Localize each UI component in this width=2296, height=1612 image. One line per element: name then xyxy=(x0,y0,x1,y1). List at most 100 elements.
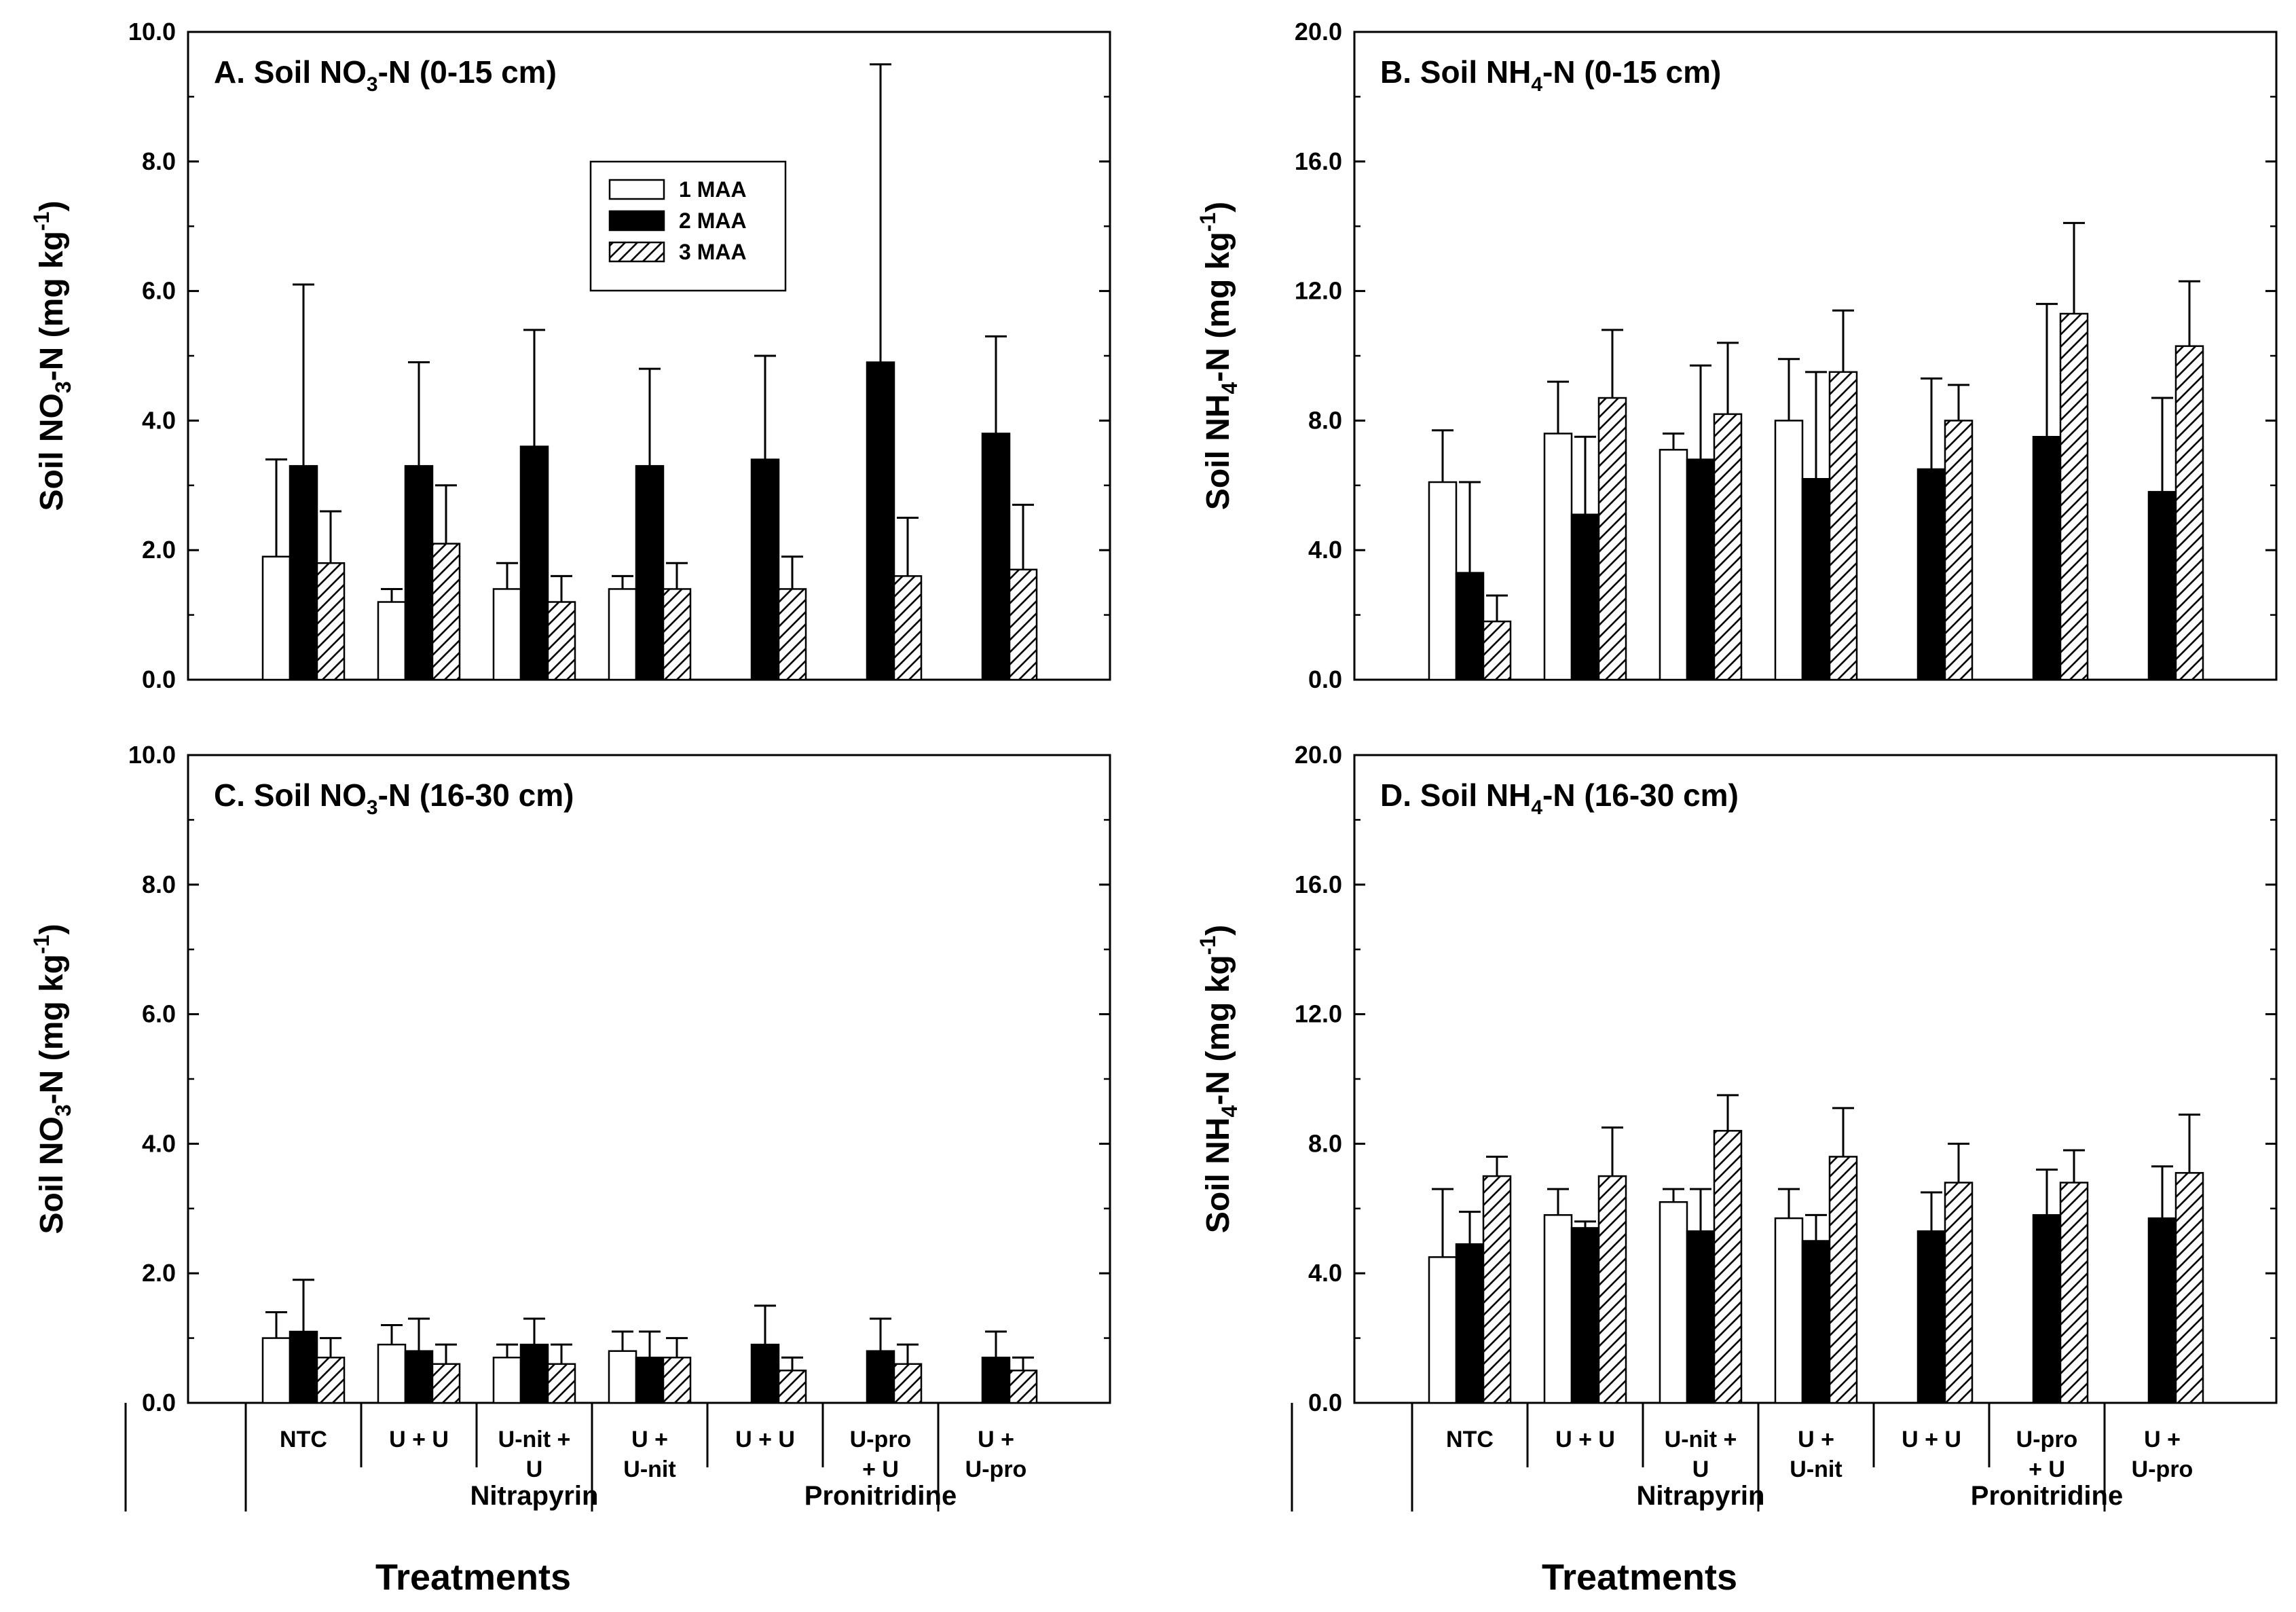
bar-1-maa xyxy=(492,588,522,681)
y-tick-label: 16.0 xyxy=(1295,871,1342,898)
y-tick-label: 6.0 xyxy=(142,1000,176,1028)
bar-3-maa xyxy=(316,1356,346,1404)
panel-C: 0.0 2.0 4.0 6.0 8.0 10.0 C. Soil NO3-N (16-30 … xyxy=(29,741,1111,1598)
bar-2-maa xyxy=(981,433,1011,681)
y-axis-label: Soil NH4-N (mg kg-1) xyxy=(1196,202,1242,510)
category-label: U + U xyxy=(389,1427,449,1452)
x-axis-title: Treatments xyxy=(375,1557,571,1598)
y-tick-label: 0.0 xyxy=(142,1389,176,1416)
bar-3-maa xyxy=(2059,312,2089,681)
legend-swatch xyxy=(608,241,665,263)
y-tick-label: 8.0 xyxy=(142,871,176,898)
category-label: U-nit + U xyxy=(498,1427,571,1482)
bar-3-maa xyxy=(1713,413,1743,681)
bar-3-maa xyxy=(2174,1172,2204,1404)
y-tick-label: 4.0 xyxy=(142,406,176,434)
bar-3-maa xyxy=(662,588,692,681)
bar-3-maa xyxy=(431,543,461,681)
x-axis-title: Treatments xyxy=(1542,1557,1737,1598)
y-tick-label: 10.0 xyxy=(128,741,176,769)
bar-2-maa xyxy=(1570,513,1600,681)
bar-2-maa xyxy=(750,1343,780,1404)
category-label: U + U xyxy=(1555,1427,1615,1452)
bar-2-maa xyxy=(635,1356,665,1404)
bar-2-maa xyxy=(1801,478,1831,681)
bar-1-maa xyxy=(1659,1201,1688,1404)
y-tick-label: 12.0 xyxy=(1295,1000,1342,1028)
category-label: U + U xyxy=(735,1427,795,1452)
plot-frame xyxy=(187,754,1111,1404)
bar-3-maa xyxy=(1944,420,1974,681)
y-axis-label: Soil NO3-N (mg kg-1) xyxy=(29,924,75,1234)
bar-1-maa xyxy=(608,1350,637,1404)
bar-2-maa xyxy=(404,464,434,681)
panel-title: C. Soil NO3-N (16-30 cm) xyxy=(214,777,574,819)
bar-3-maa xyxy=(662,1356,692,1404)
bar-3-maa xyxy=(1713,1130,1743,1404)
bar-2-maa xyxy=(2032,1214,2062,1404)
legend-label: 3 MAA xyxy=(679,240,747,264)
bar-1-maa xyxy=(492,1356,522,1404)
y-tick-label: 10.0 xyxy=(128,18,176,45)
y-tick-label: 8.0 xyxy=(142,147,176,175)
y-tick-label: 4.0 xyxy=(1308,536,1342,564)
group-label-nitrapyrin: Nitrapyrin xyxy=(1637,1481,1765,1511)
category-label: U + U xyxy=(1902,1427,1961,1452)
bar-2-maa xyxy=(1455,1243,1485,1404)
legend-swatch xyxy=(608,179,665,200)
bar-3-maa xyxy=(893,575,923,681)
bar-2-maa xyxy=(1686,1230,1716,1404)
group-label-pronitridine: Pronitridine xyxy=(1971,1481,2123,1511)
y-axis-label: Soil NO3-N (mg kg-1) xyxy=(29,201,75,511)
y-tick-label: 2.0 xyxy=(142,536,176,564)
panel-title: A. Soil NO3-N (0-15 cm) xyxy=(214,54,557,96)
panel-A: 0.0 2.0 4.0 6.0 8.0 10.0 A. Soil NO3-N (0-15 c… xyxy=(29,18,1111,693)
bar-1-maa xyxy=(1774,1217,1804,1404)
panels: 0.0 2.0 4.0 6.0 8.0 10.0 A. Soil NO3-N (0-15 c… xyxy=(29,18,2278,1598)
bar-2-maa xyxy=(289,1330,318,1404)
y-tick-label: 0.0 xyxy=(1308,1389,1342,1416)
y-tick-label: 20.0 xyxy=(1295,741,1342,769)
y-tick-label: 8.0 xyxy=(1308,406,1342,434)
bar-2-maa xyxy=(2032,436,2062,681)
category-label: U-nit + U xyxy=(1665,1427,1737,1482)
y-tick-label: 0.0 xyxy=(1308,665,1342,693)
category-label: U-pro + U xyxy=(2016,1427,2078,1482)
bar-1-maa xyxy=(1428,481,1458,681)
bar-2-maa xyxy=(519,1343,549,1404)
category-label: U-pro + U xyxy=(850,1427,912,1482)
bar-2-maa xyxy=(289,464,318,681)
bar-3-maa xyxy=(1008,1370,1038,1404)
bar-2-maa xyxy=(750,458,780,681)
bar-3-maa xyxy=(2174,345,2204,681)
legend-label: 2 MAA xyxy=(679,208,747,233)
bar-1-maa xyxy=(608,588,637,681)
y-tick-label: 16.0 xyxy=(1295,147,1342,175)
legend-swatch xyxy=(608,210,665,232)
panel-D: 0.0 4.0 8.0 12.0 16.0 20.0 D. Soil NH4-N (16-3… xyxy=(1196,741,2278,1598)
bar-3-maa xyxy=(1828,371,1858,681)
bar-2-maa xyxy=(1686,458,1716,681)
bar-3-maa xyxy=(893,1363,923,1404)
bar-1-maa xyxy=(261,1337,291,1404)
category-label: U + U-nit xyxy=(623,1427,675,1482)
category-label: U + U-pro xyxy=(2132,1427,2193,1482)
bar-1-maa xyxy=(1428,1256,1458,1404)
bar-1-maa xyxy=(377,1343,407,1404)
bar-3-maa xyxy=(1597,1175,1627,1404)
bar-3-maa xyxy=(1482,620,1512,681)
y-tick-label: 8.0 xyxy=(1308,1129,1342,1157)
y-tick-label: 2.0 xyxy=(142,1259,176,1287)
bar-1-maa xyxy=(1774,420,1804,681)
bar-2-maa xyxy=(866,361,895,681)
bar-3-maa xyxy=(547,1363,576,1404)
bar-3-maa xyxy=(431,1363,461,1404)
bar-2-maa xyxy=(404,1350,434,1404)
bar-3-maa xyxy=(1597,397,1627,681)
legend-label: 1 MAA xyxy=(679,177,747,202)
bar-2-maa xyxy=(519,445,549,681)
category-label: NTC xyxy=(280,1427,327,1452)
bar-3-maa xyxy=(547,601,576,681)
bar-2-maa xyxy=(2147,1217,2177,1404)
